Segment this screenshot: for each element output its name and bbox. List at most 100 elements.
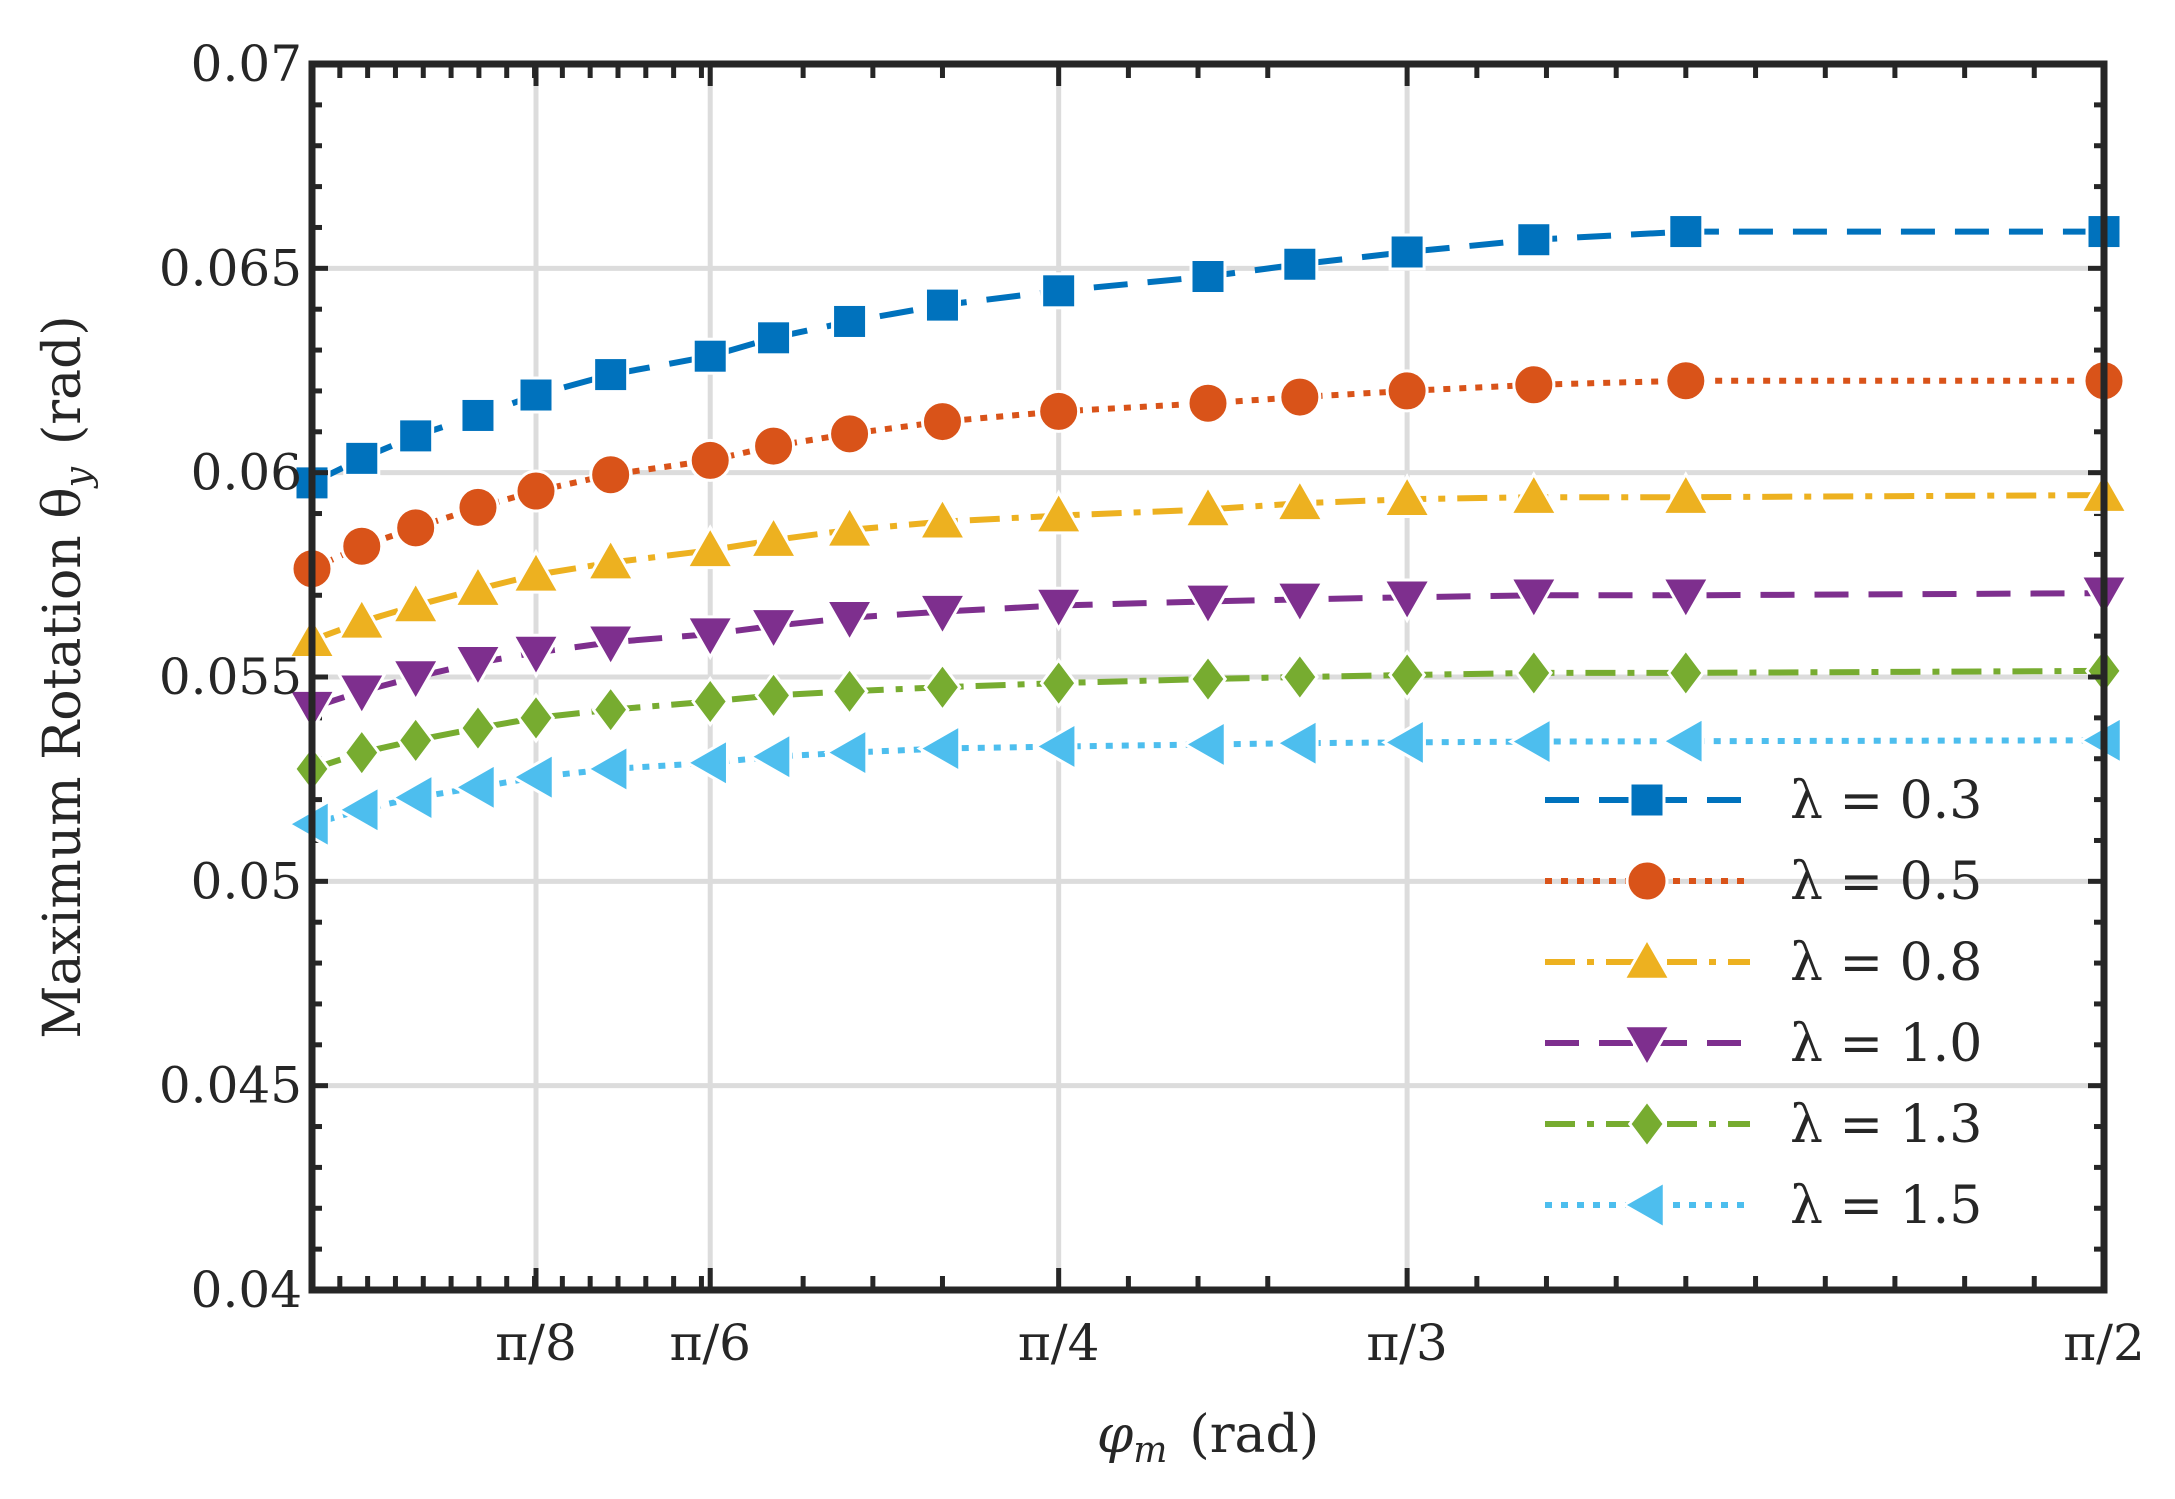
series-6 [285,714,2123,850]
data-point [1182,582,1234,628]
x-axis-title-subscript: m [1133,1430,1167,1471]
data-point [336,672,388,718]
series-5 [292,645,2124,795]
data-point [1660,471,1712,516]
data-point [1515,221,1553,259]
data-point [1381,473,1433,518]
data-point [1033,586,1085,632]
data-point [343,439,381,477]
data-point [1039,657,1078,709]
data-point [396,714,435,766]
data-point [828,412,872,456]
y-tick-label: 0.045 [159,1057,302,1115]
x-tick-label: π/4 [1018,1314,1100,1372]
data-point [1507,715,1553,768]
data-point [585,623,637,669]
series-line [310,377,2104,572]
data-point [754,669,793,721]
data-point [589,453,633,497]
data-point [1274,477,1326,523]
legend: λ = 0.3 λ = 0.5 λ = 0.8 λ = 1.0 λ = 1.3 λ = 1… [1545,771,1982,1236]
series-line [311,667,2105,772]
data-point [1181,718,1227,771]
data-point [823,503,876,549]
y-axis-title-subscript: y [58,466,99,489]
data-point [1388,233,1426,271]
data-point [923,286,961,324]
data-point [1660,576,1712,622]
legend-label: λ = 0.8 [1790,933,1982,993]
data-point [456,485,500,529]
data-point [684,524,736,570]
data-point [923,661,962,713]
x-axis-title: φm (rad) [1097,1405,1319,1471]
data-point [342,727,381,779]
data-point [1040,272,1078,310]
data-point [394,506,438,550]
data-point [517,376,555,414]
x-tick-label: π/3 [1366,1314,1448,1372]
legend-item: λ = 0.8 [1545,933,1982,993]
data-point [1667,213,1705,251]
legend-item: λ = 0.5 [1545,852,1982,912]
data-point [510,548,562,594]
y-tick-label: 0.055 [159,648,302,706]
data-point [452,643,504,689]
data-point [584,743,630,795]
y-axis-title: Maximum Rotation θy (rad) [33,315,99,1038]
legend-marker [1621,1024,1673,1070]
data-point [340,524,384,568]
legend-marker [1627,1098,1667,1150]
y-tick-label: 0.05 [191,852,302,910]
data-point [747,731,793,783]
data-point [823,727,869,779]
data-point [920,400,964,444]
series-4 [286,574,2130,734]
data-point [451,761,497,813]
series-line [311,737,2105,827]
data-point [691,676,730,728]
data-point [1385,369,1429,413]
data-point [1278,375,1322,419]
legend-marker [1620,1179,1666,1231]
x-tick-label: π/8 [495,1314,577,1372]
legend-item: λ = 0.3 [1545,771,1982,831]
data-point [510,633,562,679]
data-point [1033,489,1085,535]
data-point [1512,363,1556,407]
series-group [285,213,2130,850]
legend-label: λ = 0.5 [1790,852,1982,912]
data-point [830,665,869,717]
data-point [390,658,442,704]
y-tick-label: 0.065 [159,239,302,297]
data-point [1659,715,1705,767]
data-point [1032,720,1078,773]
data-point [389,771,435,824]
data-point [1664,359,1708,403]
x-tick-label: π/6 [669,1314,751,1372]
data-point [691,337,729,375]
legend-label: λ = 1.5 [1790,1176,1982,1236]
x-axis-title-unit: (rad) [1189,1405,1319,1465]
legend-item: λ = 1.5 [1545,1176,1982,1236]
data-point [516,692,556,744]
y-tick-label: 0.06 [191,444,302,502]
x-axis-title-symbol: φ [1097,1405,1134,1465]
data-point [823,598,876,644]
data-point [1381,716,1426,768]
data-point [1186,381,1230,425]
data-point [458,702,498,754]
data-point [1273,717,1319,769]
data-point [335,784,381,836]
data-point [1182,483,1234,529]
data-point [1508,471,1560,516]
legend-marker [1628,781,1666,819]
series-3 [286,469,2130,659]
data-point [1189,258,1227,296]
data-point [452,563,504,608]
data-point [684,615,736,661]
data-point [831,302,869,340]
y-axis-title-unit: (rad) [33,315,93,445]
data-point [688,438,732,482]
